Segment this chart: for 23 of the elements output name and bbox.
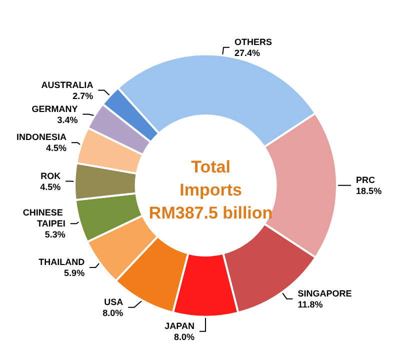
data-label: 8.0%: [174, 332, 195, 342]
slice-label: OTHERS: [234, 36, 272, 47]
slice-label: AUSTRALIA: [41, 80, 94, 90]
slice-label: THAILAND: [38, 256, 86, 267]
data-label: 4.5%: [46, 143, 67, 154]
slice-label: CHINESE TAIPEI: [22, 208, 66, 229]
data-label: 27.4%: [234, 48, 260, 58]
slice-label: GERMANY: [32, 104, 78, 114]
data-label: 5.3%: [44, 230, 66, 240]
slice-label: PRC: [356, 174, 376, 185]
text: Total Imports RM387.5 billion: [148, 158, 273, 222]
slice-label: INDONESIA: [16, 132, 68, 142]
data-label: 18.5%: [356, 186, 382, 196]
data-label: 2.7%: [72, 90, 94, 101]
data-label: 5.9%: [64, 268, 85, 278]
slice-label: ROK: [40, 170, 62, 181]
data-label: 4.5%: [40, 182, 61, 192]
data-label: 11.8%: [298, 299, 323, 310]
data-label: 8.0%: [102, 308, 124, 318]
data-label: 3.4%: [57, 114, 78, 125]
slice-label: JAPAN: [164, 320, 195, 331]
slice-label: SINGAPORE: [298, 288, 352, 298]
slice-label: USA: [104, 296, 124, 307]
